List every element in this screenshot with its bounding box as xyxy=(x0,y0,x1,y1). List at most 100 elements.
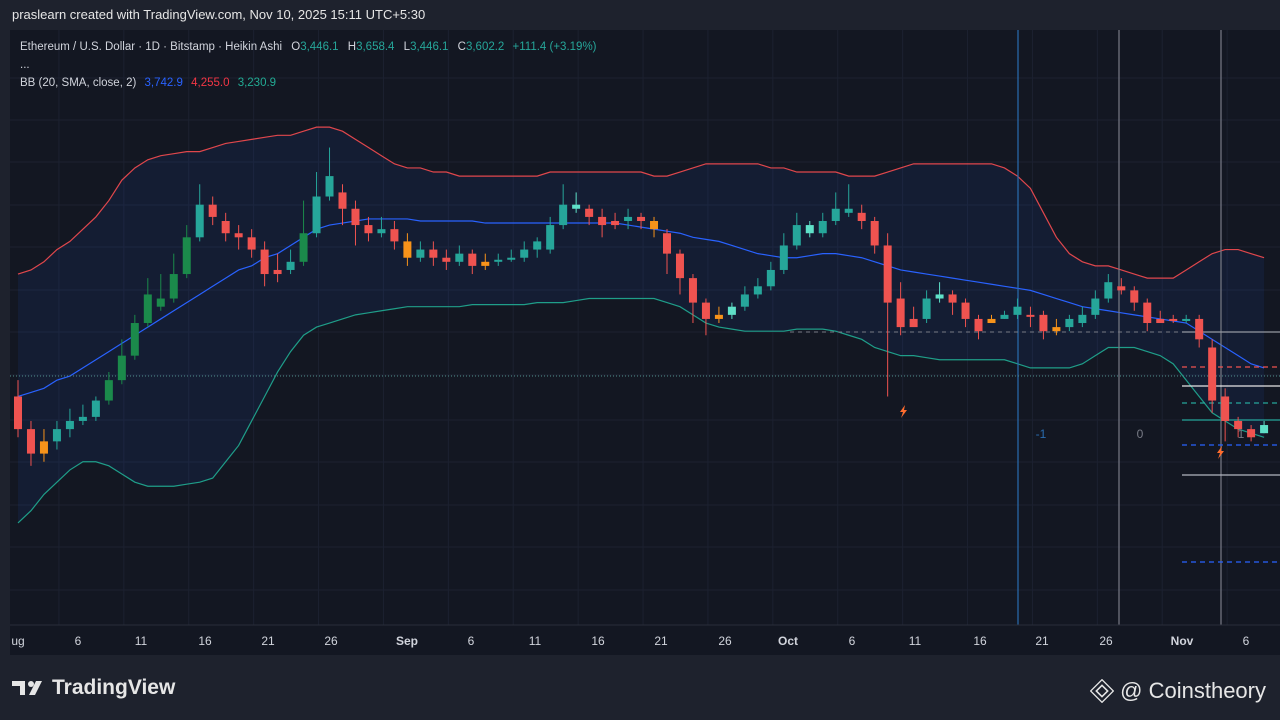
candle-body xyxy=(351,208,360,226)
candle-body xyxy=(364,225,373,234)
candle-body xyxy=(1195,318,1204,340)
price-chart[interactable]: -1 0 1 ug 6 11 16 21 26 Sep 6 11 16 21 26 Oct 6 11 16 21 26 N… xyxy=(10,30,1280,655)
candle xyxy=(312,172,321,238)
candle-body xyxy=(611,220,620,226)
tradingview-logo[interactable]: TradingView xyxy=(12,676,175,700)
candle xyxy=(351,200,360,246)
candle xyxy=(78,404,87,426)
candle-body xyxy=(442,257,451,262)
candle xyxy=(481,253,490,270)
candle xyxy=(688,274,697,324)
grid-lines xyxy=(10,30,1280,625)
close-value: 3,602.2 xyxy=(465,41,505,53)
candle-body xyxy=(1052,327,1061,332)
candle-body xyxy=(1065,318,1074,328)
lightning-icon xyxy=(900,405,907,418)
candle xyxy=(364,216,373,242)
candle-body xyxy=(987,318,996,324)
bb-legend[interactable]: BB (20, SMA, close, 2) 3,742.9 4,255.0 3… xyxy=(20,74,597,92)
candle xyxy=(831,192,840,226)
candle-body xyxy=(169,274,178,299)
candle-body xyxy=(39,441,48,454)
candle xyxy=(429,241,438,266)
candle xyxy=(468,249,477,275)
candle-body xyxy=(14,396,22,430)
candle-body xyxy=(935,294,944,299)
candle xyxy=(650,216,659,238)
x-tick-label: ug xyxy=(11,634,24,648)
candle-body xyxy=(779,245,788,270)
legend-more-button[interactable]: ... xyxy=(20,59,30,71)
candle xyxy=(234,225,243,250)
candle-body xyxy=(182,237,191,275)
candle-body xyxy=(325,176,334,197)
candle-body xyxy=(663,233,671,254)
candle xyxy=(299,200,308,266)
candle xyxy=(714,306,723,324)
candle-body xyxy=(78,416,87,421)
candle xyxy=(779,233,788,275)
x-tick-label: 6 xyxy=(468,634,475,648)
bb-upper-line xyxy=(17,126,1265,279)
x-tick-label: 6 xyxy=(75,634,82,648)
candle-body xyxy=(520,249,529,258)
candle-body xyxy=(1169,318,1178,321)
candle xyxy=(870,216,879,254)
candle-body xyxy=(195,204,204,238)
candle xyxy=(559,184,568,230)
chart-legend: Ethereum / U.S. Dollar · 1D · Bitstamp ·… xyxy=(20,38,597,92)
candle-body xyxy=(234,233,243,238)
candle-body xyxy=(818,220,827,234)
candle xyxy=(208,196,217,226)
candle-body xyxy=(1208,347,1217,401)
candle-body xyxy=(247,237,256,250)
candle-body xyxy=(403,241,412,258)
candle-body xyxy=(1130,290,1139,303)
candles xyxy=(14,147,1269,466)
candle-body xyxy=(922,298,931,319)
candle xyxy=(455,245,464,266)
candle xyxy=(766,261,775,291)
candle xyxy=(675,249,684,295)
candle xyxy=(221,212,230,242)
candle-body xyxy=(156,298,165,307)
chart-caption: praslearn created with TradingView.com, … xyxy=(12,7,426,22)
open-value: 3,446.1 xyxy=(300,41,339,53)
candle xyxy=(182,225,191,279)
bb-lower-value: 3,230.9 xyxy=(237,77,277,89)
symbol-title[interactable]: Ethereum / U.S. Dollar · 1D · Bitstamp ·… xyxy=(20,41,283,53)
candle-body xyxy=(390,229,399,242)
candle-body xyxy=(650,220,659,230)
candle-body xyxy=(1182,318,1191,321)
candle-body xyxy=(1247,429,1256,438)
candle-body xyxy=(1104,282,1113,299)
candle xyxy=(663,229,671,275)
candle xyxy=(1130,286,1139,311)
candle-body xyxy=(65,420,74,430)
candle xyxy=(1104,274,1113,303)
candle xyxy=(533,237,542,258)
ohlc-legend: Ethereum / U.S. Dollar · 1D · Bitstamp ·… xyxy=(20,38,597,56)
chart-pane[interactable]: -1 0 1 ug 6 11 16 21 26 Sep 6 11 16 21 26 Oct 6 11 16 21 26 N… xyxy=(10,30,1280,655)
candle-body xyxy=(792,225,801,246)
candle xyxy=(546,216,555,254)
candle-body xyxy=(844,208,853,213)
candle-body xyxy=(714,314,723,319)
candle xyxy=(416,241,425,262)
open-label: O xyxy=(291,41,301,53)
fib-label: -1 xyxy=(1036,427,1047,441)
candle xyxy=(104,371,113,405)
candle-body xyxy=(455,253,464,262)
candle xyxy=(896,282,905,336)
binance-diamond-icon xyxy=(1090,679,1115,703)
candle xyxy=(442,249,451,270)
candle xyxy=(611,212,620,230)
candle xyxy=(974,314,983,340)
x-tick-label: Oct xyxy=(778,634,798,648)
chart-caption-bar: praslearn created with TradingView.com, … xyxy=(0,0,1280,30)
x-tick-label: 26 xyxy=(1099,634,1113,648)
candle-body xyxy=(286,261,295,270)
candle xyxy=(585,204,594,226)
candle xyxy=(727,302,736,319)
candle xyxy=(494,253,503,266)
